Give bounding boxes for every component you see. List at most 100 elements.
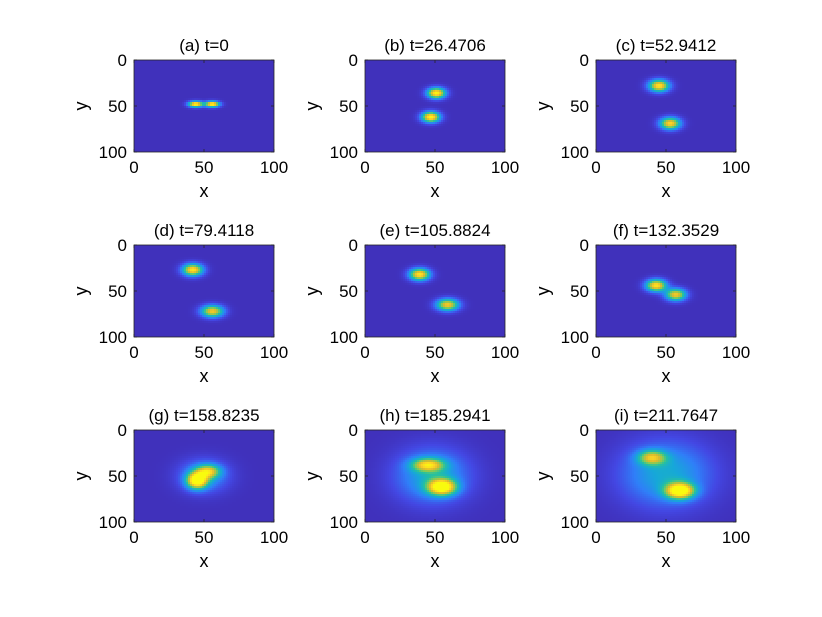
heat-cell <box>170 88 173 91</box>
heat-cell <box>220 104 223 107</box>
heat-cell <box>158 104 161 107</box>
heat-cell <box>204 82 207 85</box>
heat-cell <box>435 108 438 111</box>
heat-cell <box>198 106 201 109</box>
heat-cell <box>423 76 426 79</box>
heat-cell <box>208 80 211 83</box>
heat-cell <box>152 134 155 137</box>
heat-cell <box>399 76 402 79</box>
heat-cell <box>256 118 259 121</box>
heat-cell <box>469 60 472 63</box>
heat-cell <box>146 106 149 109</box>
heat-cell <box>156 142 159 145</box>
heat-cell <box>260 122 263 125</box>
heat-cell <box>425 80 428 83</box>
heat-cell <box>252 64 255 67</box>
heat-cell <box>499 80 502 83</box>
heat-cell <box>178 114 181 117</box>
heat-cell <box>134 114 137 117</box>
heat-cell <box>391 86 394 89</box>
heat-cell <box>268 66 271 69</box>
heat-cell <box>244 66 247 69</box>
heat-cell <box>413 62 416 65</box>
heat-cell <box>144 84 147 87</box>
heat-cell <box>369 88 372 91</box>
heat-cell <box>144 66 147 69</box>
heat-cell <box>405 92 408 95</box>
heat-cell <box>202 68 205 71</box>
heat-cell <box>501 86 504 89</box>
heat-cell <box>393 64 396 67</box>
heat-cell <box>453 76 456 79</box>
heat-cell <box>477 86 480 89</box>
heatmap-image <box>134 60 274 152</box>
heat-cell <box>441 68 444 71</box>
heat-cell <box>238 98 241 101</box>
heat-cell <box>152 148 155 151</box>
heat-cell <box>222 100 225 103</box>
heat-cell <box>160 126 163 129</box>
heat-cell <box>200 64 203 67</box>
heat-cell <box>244 76 247 79</box>
heat-cell <box>260 128 263 131</box>
heat-cell <box>385 76 388 79</box>
heat-cell <box>419 74 422 77</box>
heat-cell <box>453 102 456 105</box>
heat-cell <box>449 74 452 77</box>
heat-cell <box>172 148 175 151</box>
heat-cell <box>166 146 169 149</box>
heat-cell <box>224 68 227 71</box>
heat-cell <box>487 94 490 97</box>
heat-cell <box>208 76 211 79</box>
heat-cell <box>236 132 239 135</box>
heat-cell <box>186 150 189 152</box>
heat-cell <box>252 72 255 75</box>
heat-cell <box>411 62 414 65</box>
heat-cell <box>228 90 231 93</box>
heat-cell <box>441 108 444 111</box>
heat-cell <box>172 114 175 117</box>
heat-cell <box>154 82 157 85</box>
heat-cell <box>142 60 145 63</box>
heat-cell <box>367 84 370 87</box>
heat-cell <box>397 108 400 111</box>
heat-cell <box>148 112 151 115</box>
heat-cell <box>170 126 173 129</box>
heat-cell <box>190 72 193 75</box>
heat-cell <box>431 102 434 105</box>
heat-cell <box>176 110 179 113</box>
heat-cell <box>158 130 161 133</box>
heat-cell <box>399 106 402 109</box>
heat-cell <box>154 84 157 87</box>
heat-cell <box>409 94 412 97</box>
heat-cell <box>250 84 253 87</box>
heat-cell <box>166 124 169 127</box>
heat-cell <box>252 66 255 69</box>
heat-cell <box>152 120 155 123</box>
heat-cell <box>182 142 185 145</box>
heat-cell <box>136 106 139 109</box>
heat-cell <box>491 88 494 91</box>
heat-cell <box>477 66 480 69</box>
heat-cell <box>459 82 462 85</box>
heat-cell <box>142 96 145 99</box>
heat-cell <box>144 144 147 147</box>
heat-cell <box>375 82 378 85</box>
heat-cell <box>202 98 205 101</box>
heat-cell <box>252 122 255 125</box>
heat-cell <box>461 106 464 109</box>
heat-cell <box>146 122 149 125</box>
heat-cell <box>192 148 195 151</box>
heat-cell <box>405 66 408 69</box>
heat-cell <box>190 96 193 99</box>
heat-cell <box>172 120 175 123</box>
heat-cell <box>441 78 444 81</box>
heat-cell <box>248 148 251 151</box>
heat-cell <box>373 92 376 95</box>
heat-cell <box>246 142 249 145</box>
heat-cell <box>387 88 390 91</box>
heat-cell <box>218 132 221 135</box>
heat-cell <box>433 96 436 99</box>
heat-cell <box>258 110 261 113</box>
heat-cell <box>252 96 255 99</box>
